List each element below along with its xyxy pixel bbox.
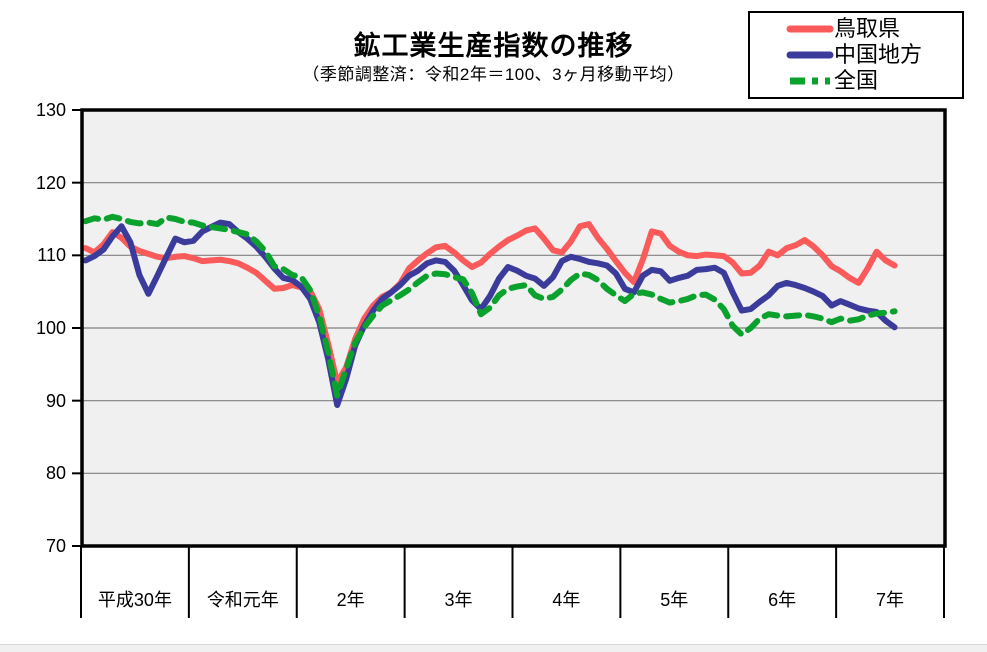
x-axis-label-平成30年: 平成30年 xyxy=(97,590,172,610)
y-axis-label-70: 70 xyxy=(45,536,66,556)
legend-item-zenkoku: 全国 xyxy=(750,68,962,94)
plot-frame xyxy=(80,108,947,548)
y-axis-label-110: 110 xyxy=(37,245,66,266)
x-axis-label-6年: 6年 xyxy=(768,590,797,610)
legend-line-chugoku-icon xyxy=(786,51,834,59)
series-line-0-鳥取県 xyxy=(82,221,898,386)
legend-item-tottori: 鳥取県 xyxy=(750,16,962,42)
x-axis-label-4年: 4年 xyxy=(552,590,581,610)
series-lines xyxy=(82,213,898,408)
y-axis-label-130: 130 xyxy=(35,100,66,120)
y-axis-label-90: 90 xyxy=(45,390,66,411)
y-axis-label-120: 120 xyxy=(35,172,66,193)
series-line-2-全国 xyxy=(82,213,898,399)
legend-label-zenkoku: 全国 xyxy=(834,68,879,93)
y-axis-label-100: 100 xyxy=(35,318,66,338)
y-axis-label-80: 80 xyxy=(45,463,66,484)
legend-line-zenkoku-icon xyxy=(790,77,830,85)
legend-line-tottori-icon xyxy=(786,25,834,33)
chart-subtitle: （季節調整済：令和2年＝100、3ヶ月移動平均） xyxy=(302,65,685,84)
chart-title: 鉱工業生産指数の推移 xyxy=(353,31,634,61)
legend-label-chugoku: 中国地方 xyxy=(834,42,923,67)
plot-border xyxy=(80,108,947,548)
x-axis-label-7年: 7年 xyxy=(876,590,905,610)
legend-label-tottori: 鳥取県 xyxy=(834,16,901,41)
series-line-1-中国地方 xyxy=(82,219,898,408)
legend-item-chugoku: 中国地方 xyxy=(750,42,962,68)
x-axis-label-3年: 3年 xyxy=(444,590,473,610)
legend-box: 鳥取県 中国地方 全国 xyxy=(748,11,964,99)
year-dividers xyxy=(80,546,945,618)
gridlines xyxy=(82,182,945,474)
x-axis-label-5年: 5年 xyxy=(660,590,689,610)
x-axis-label-2年: 2年 xyxy=(336,590,365,610)
window-edge-strip xyxy=(0,644,987,652)
x-axis-label-令和元年: 令和元年 xyxy=(206,590,279,610)
